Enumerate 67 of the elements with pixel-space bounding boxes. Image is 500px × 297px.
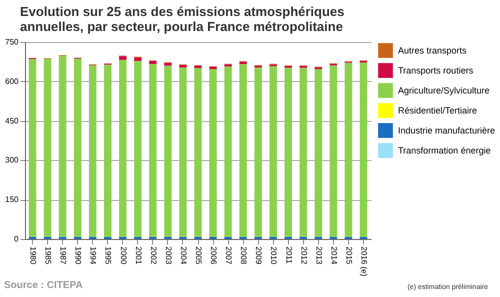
legend-label: Transformation énergie — [398, 146, 491, 156]
bar — [314, 69, 322, 237]
chart-title: Evolution sur 25 ans des émissions atmosphériques annuelles, par secteur, pourla France métropolitaine — [19, 3, 346, 34]
bar — [134, 60, 142, 237]
x-tick-label: 2007 — [224, 246, 234, 265]
x-tick-label: 1980 — [28, 246, 38, 265]
y-tick-label: 450 — [5, 116, 20, 126]
bar — [44, 59, 52, 237]
x-tick-label: 2003 — [164, 246, 173, 265]
y-tick-label: 600 — [5, 76, 20, 86]
x-tick-label: 2012 — [299, 246, 308, 265]
bar — [209, 69, 217, 237]
bar — [224, 66, 232, 237]
legend-label: Industrie manufacturière — [398, 126, 496, 136]
bar — [104, 64, 112, 237]
y-tick-label: 750 — [5, 38, 20, 46]
bar — [239, 62, 247, 64]
x-tick-label: 2005 — [194, 246, 203, 265]
source-note: Source : CITEPA — [4, 280, 83, 291]
bar — [58, 56, 66, 237]
x-tick-label: 1990 — [74, 246, 83, 265]
x-tick-label: 2016 (e) — [359, 246, 368, 277]
x-tick-label: 2010 — [269, 246, 278, 265]
bar — [149, 60, 157, 64]
bar — [254, 67, 262, 237]
bar — [344, 62, 352, 237]
bar — [119, 56, 127, 60]
legend-label: Autres transports — [398, 46, 468, 56]
y-tick-label: 150 — [5, 195, 20, 204]
bar — [88, 65, 96, 237]
x-tick-label: 2002 — [148, 246, 158, 265]
x-tick-label: 1995 — [104, 246, 113, 265]
bar — [119, 60, 127, 237]
x-tick-label: 2004 — [178, 246, 188, 265]
x-tick-label: 2006 — [209, 246, 218, 265]
x-tick-label: 2001 — [134, 246, 143, 265]
x-tick-label: 2015 — [344, 246, 354, 265]
bar — [149, 64, 157, 237]
y-tick-label: 300 — [5, 156, 20, 165]
bar — [134, 57, 142, 61]
bar — [239, 64, 247, 237]
bar — [300, 68, 308, 237]
bar — [194, 66, 202, 68]
bar — [269, 66, 277, 237]
bar — [179, 67, 187, 237]
x-tick-label: 2013 — [314, 246, 324, 265]
x-tick-label: 1985 — [44, 246, 53, 265]
x-tick-label: 1994 — [88, 246, 98, 265]
bar — [74, 58, 82, 237]
bar — [360, 62, 368, 237]
x-tick-label: 2014 — [329, 246, 338, 265]
bar — [284, 68, 292, 237]
legend-label: Résidentiel/Tertiaire — [398, 106, 478, 116]
bar — [194, 68, 202, 237]
y-tick-label: 0 — [14, 234, 20, 244]
x-tick-label: 1987 — [58, 246, 68, 265]
bar — [28, 59, 36, 237]
x-tick-label: 2011 — [284, 246, 294, 264]
bar — [164, 66, 172, 237]
bar — [209, 66, 217, 70]
x-tick-label: 2000 — [118, 246, 128, 265]
legend-label: Transports routiers — [398, 66, 474, 76]
x-tick-label: 2009 — [254, 246, 264, 265]
bar — [330, 65, 338, 237]
legend-label: Agriculture/Sylviculture — [398, 86, 490, 96]
bar — [179, 64, 187, 68]
x-tick-label: 2008 — [239, 246, 248, 265]
